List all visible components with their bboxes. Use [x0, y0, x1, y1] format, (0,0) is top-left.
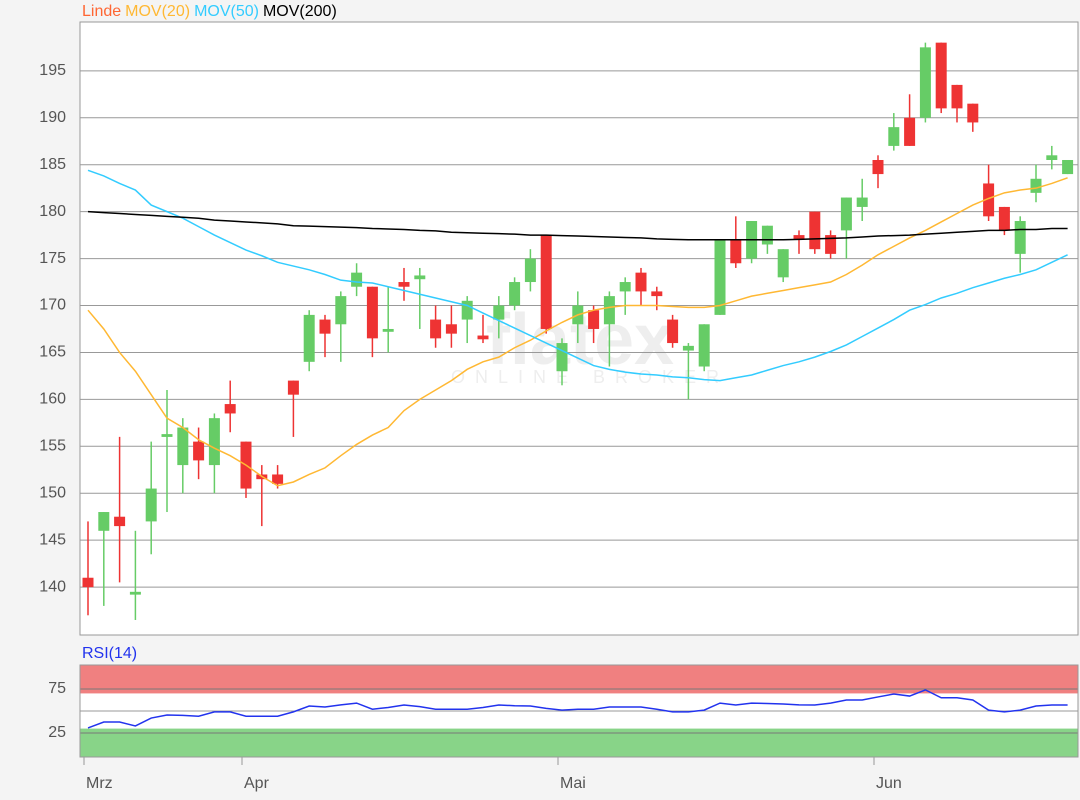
- candle-body: [509, 282, 521, 306]
- candle-body: [793, 235, 805, 240]
- x-tick-label: Mai: [560, 775, 586, 792]
- y-tick-label: 75: [48, 680, 66, 697]
- candle-body: [635, 272, 647, 292]
- candle-body: [430, 319, 442, 339]
- candle-body: [319, 319, 331, 334]
- candle-body: [382, 328, 394, 332]
- candle-body: [998, 206, 1010, 231]
- candle-body: [145, 488, 157, 522]
- candle-body: [98, 512, 110, 531]
- candle-body: [414, 275, 426, 280]
- x-tick-label: Mrz: [86, 775, 113, 792]
- candle-body: [809, 211, 821, 250]
- y-tick-label: 140: [39, 578, 66, 595]
- rsi-frame: [79, 664, 1079, 758]
- moving-average-line: [87, 210, 1068, 241]
- watermark-tagline: ONLINE BROKER: [451, 367, 729, 387]
- candle-body: [888, 127, 900, 146]
- moving-average-line: [87, 177, 1068, 487]
- candle-body: [588, 310, 600, 329]
- candle-body: [1046, 155, 1058, 160]
- candle-body: [761, 225, 773, 245]
- candle-body: [682, 345, 694, 351]
- candle-body: [825, 235, 837, 254]
- candle-body: [82, 577, 94, 588]
- candle-body: [730, 239, 742, 264]
- candle-body: [904, 117, 916, 146]
- y-tick-label: 185: [39, 156, 66, 173]
- candle-body: [777, 249, 789, 278]
- candle-body: [177, 427, 189, 466]
- candle-body: [287, 380, 299, 395]
- candle-body: [1030, 178, 1042, 193]
- y-tick-label: 145: [39, 531, 66, 548]
- candle-body: [556, 343, 568, 372]
- candle-body: [351, 272, 363, 287]
- rsi-label: RSI(14): [82, 645, 137, 662]
- candle-body: [698, 324, 710, 367]
- x-tick-label: Jun: [876, 775, 902, 792]
- y-tick-label: 180: [39, 203, 66, 220]
- candle-body: [840, 197, 852, 231]
- candle-body: [493, 305, 505, 320]
- candle-body: [272, 474, 284, 484]
- candle-body: [335, 296, 347, 325]
- y-tick-label: 170: [39, 297, 66, 314]
- candle-body: [224, 404, 236, 414]
- candle-body: [619, 282, 631, 292]
- candle-body: [1014, 221, 1026, 254]
- candle-body: [951, 84, 963, 109]
- legend-entry: MOV(50): [194, 3, 259, 20]
- rsi-line: [87, 689, 1068, 729]
- candle-body: [193, 441, 205, 461]
- candle-body: [1062, 159, 1074, 175]
- y-tick-label: 150: [39, 484, 66, 501]
- legend-entry: MOV(200): [263, 3, 337, 20]
- candle-body: [983, 183, 995, 217]
- candle-body: [477, 335, 489, 340]
- candle-body: [445, 324, 457, 334]
- legend-entry: MOV(20): [125, 3, 190, 20]
- candle-body: [366, 286, 378, 339]
- y-tick-label: 160: [39, 391, 66, 408]
- y-tick-label: 155: [39, 438, 66, 455]
- y-tick-label: 195: [39, 62, 66, 79]
- candle-body: [856, 197, 868, 207]
- candle-body: [114, 516, 126, 527]
- y-tick-label: 175: [39, 250, 66, 267]
- candle-body: [524, 258, 536, 283]
- legend-entry: Linde: [82, 3, 121, 20]
- y-tick-label: 25: [48, 724, 66, 741]
- candle-body: [667, 319, 679, 344]
- candle-body: [398, 282, 410, 287]
- y-tick-label: 190: [39, 109, 66, 126]
- moving-average-line: [87, 169, 1068, 382]
- y-tick-label: 165: [39, 344, 66, 361]
- legend: Linde MOV(20) MOV(50) MOV(200): [82, 3, 337, 20]
- candle-body: [540, 235, 552, 329]
- x-tick-label: Apr: [244, 775, 270, 792]
- candle-body: [161, 434, 173, 437]
- candle-body: [872, 159, 884, 175]
- candle-body: [714, 239, 726, 315]
- candle-body: [461, 300, 473, 320]
- candle-body: [303, 314, 315, 362]
- candle-body: [208, 418, 220, 466]
- candle-body: [129, 591, 141, 595]
- candle-body: [603, 296, 615, 325]
- candle-body: [967, 103, 979, 123]
- candle-body: [919, 47, 931, 118]
- candle-body: [651, 291, 663, 297]
- candle-body: [935, 42, 947, 109]
